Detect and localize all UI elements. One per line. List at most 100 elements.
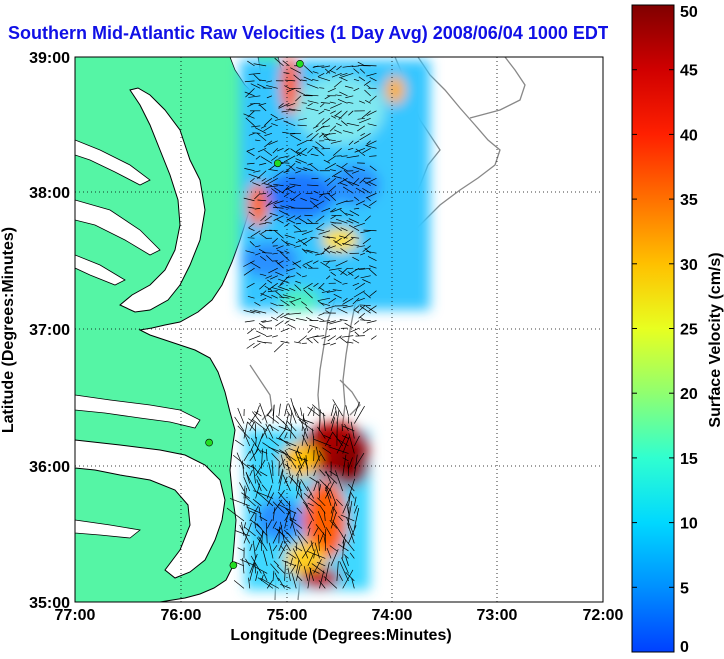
velocity-vector (274, 57, 284, 67)
velocity-vector (260, 577, 279, 589)
velocity-vector (257, 83, 267, 89)
velocity-vector (346, 341, 354, 344)
velocity-vector (349, 552, 355, 559)
x-tick-label: 73:00 (477, 607, 518, 624)
velocity-vector (319, 103, 325, 108)
velocity-vector (352, 339, 360, 344)
velocity-vector (278, 545, 287, 559)
velocity-vector (289, 183, 302, 187)
velocity-vector (335, 260, 348, 267)
velocity-vector (297, 535, 303, 544)
velocity-vector (345, 95, 354, 99)
velocity-vector (335, 335, 342, 341)
velocity-vector (307, 553, 314, 567)
velocity-vector (269, 229, 278, 232)
velocity-vector (300, 407, 303, 417)
velocity-vector (367, 123, 377, 127)
velocity-vector (254, 245, 261, 248)
velocity-vector (265, 335, 273, 338)
velocity-vector (282, 474, 291, 492)
colorbar-tick-label: 10 (680, 516, 698, 533)
velocity-vector (332, 506, 338, 514)
velocity-vector (264, 118, 273, 126)
velocity-vector (334, 110, 342, 117)
velocity-vector (247, 206, 255, 209)
velocity-vector (336, 421, 338, 439)
velocity-vector (245, 117, 255, 127)
velocity-vector (261, 574, 264, 581)
velocity-vector (312, 335, 325, 338)
velocity-vector (313, 65, 325, 68)
velocity-vector (348, 457, 353, 469)
velocity-vector (271, 294, 278, 299)
velocity-vector (295, 237, 307, 243)
velocity-vector (336, 438, 349, 447)
velocity-vector (342, 425, 355, 432)
velocity-vector (295, 151, 307, 157)
velocity-vector (277, 260, 284, 265)
velocity-vector (325, 305, 336, 310)
velocity-vector (306, 486, 314, 499)
velocity-vector (315, 215, 325, 223)
velocity-vector (301, 275, 307, 278)
velocity-vector (272, 525, 283, 544)
velocity-vector (360, 275, 371, 279)
velocity-vector (260, 125, 267, 129)
velocity-vector (367, 256, 377, 262)
velocity-vector (247, 110, 255, 118)
velocity-vector (261, 530, 263, 551)
velocity-vector (326, 290, 336, 293)
colorbar-gradient (631, 4, 675, 653)
velocity-vector (234, 439, 245, 447)
velocity-vector (366, 84, 371, 89)
velocity-vector (339, 319, 348, 321)
velocity-vector (272, 252, 278, 255)
velocity-vector (271, 123, 278, 127)
velocity-vector (309, 324, 319, 329)
velocity-vector (247, 237, 255, 239)
velocity-vector (270, 113, 278, 119)
velocity-vector (366, 320, 377, 324)
velocity-vector (261, 484, 268, 492)
velocity-vector (288, 403, 297, 424)
velocity-vector (254, 192, 261, 200)
velocity-vector (336, 122, 342, 127)
velocity-vector (289, 108, 302, 112)
velocity-vector (243, 260, 255, 267)
velocity-vector (310, 153, 319, 157)
velocity-vector (341, 424, 344, 432)
velocity-vector (319, 504, 326, 514)
velocity-vector (260, 320, 267, 323)
velocity-vector (295, 160, 302, 164)
velocity-vector (324, 432, 333, 447)
velocity-vector (297, 575, 303, 582)
velocity-vector (356, 305, 366, 313)
velocity-vector (353, 207, 360, 210)
velocity-vector (347, 101, 354, 104)
velocity-vector (251, 464, 262, 477)
velocity-vector (243, 197, 255, 202)
velocity-vector (315, 446, 320, 462)
velocity-vector (254, 521, 256, 529)
velocity-vector (248, 95, 261, 98)
velocity-vector (266, 85, 278, 89)
velocity-vector (297, 124, 307, 127)
velocity-vector (243, 267, 255, 276)
velocity-vector (241, 492, 250, 499)
velocity-vector (322, 342, 331, 346)
velocity-vector (326, 65, 337, 74)
velocity-vector (260, 450, 268, 454)
velocity-vector (338, 110, 348, 120)
velocity-vector (247, 151, 255, 157)
velocity-vector (365, 192, 377, 199)
velocity-vector (366, 73, 377, 77)
velocity-vector (329, 545, 338, 552)
velocity-vector (346, 517, 355, 537)
velocity-vector (250, 437, 262, 454)
velocity-vector (315, 141, 325, 149)
velocity-vector (280, 545, 285, 552)
velocity-vector (283, 120, 296, 127)
velocity-vector (263, 183, 273, 187)
velocity-vector (331, 73, 342, 78)
velocity-vector (329, 101, 336, 104)
